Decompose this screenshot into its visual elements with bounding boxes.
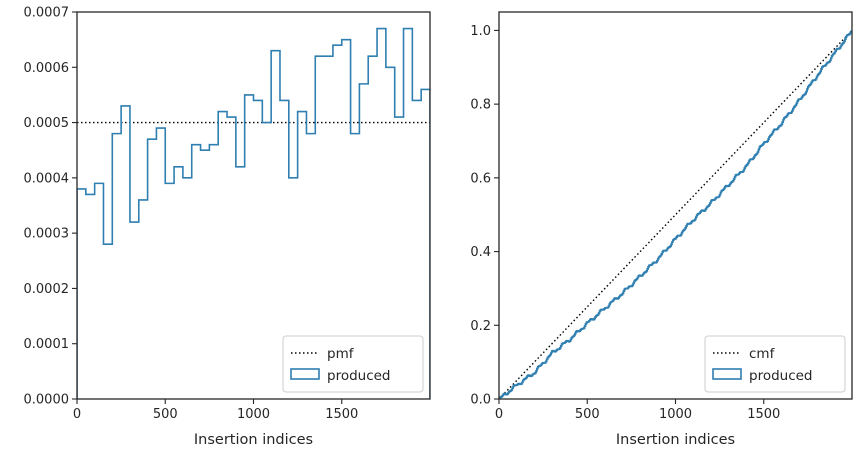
legend: pmf produced	[282, 335, 424, 393]
y-tick-label: 0.0005	[24, 116, 70, 131]
x-tick-label: 1000	[659, 407, 692, 422]
y-tick-label: 0.8	[470, 98, 491, 113]
x-tick-label: 1500	[747, 407, 780, 422]
y-tick-label: 0.0007	[24, 6, 70, 21]
y-tick-label: 0.6	[470, 171, 491, 186]
y-tick-label: 0.4	[470, 245, 491, 260]
y-tick-label: 0.0003	[24, 227, 70, 242]
legend-label-reference: cmf	[749, 346, 776, 362]
y-tick-label: 0.0001	[24, 337, 70, 352]
chart-right: 0 500 1000 1500 0.0 0.2 0.4 0.6 0.8 1.0 Insertion …	[470, 11, 853, 448]
legend-produced-swatch	[712, 368, 742, 380]
x-axis-label: Insertion indices	[194, 432, 313, 448]
x-axis-label: Insertion indices	[616, 432, 735, 448]
produced-histogram	[77, 27, 430, 399]
y-tick-label: 0.0	[470, 393, 491, 408]
x-tick-label: 500	[575, 407, 600, 422]
cmf-reference-line	[499, 29, 852, 399]
x-tick-label: 1000	[237, 407, 270, 422]
legend-box	[704, 335, 846, 393]
legend-label-produced: produced	[749, 368, 813, 384]
x-tick-label: 500	[153, 407, 178, 422]
x-tick-label: 0	[73, 407, 81, 422]
x-tick-label: 1500	[325, 407, 358, 422]
chart-left: 0 500 1000 1500 0.0000 0.0001 0.0002 0.0003 0.00…	[24, 6, 431, 448]
legend: cmf produced	[704, 335, 846, 393]
legend-box	[282, 335, 424, 393]
y-tick-label: 0.0004	[24, 171, 70, 186]
y-tick-label: 0.0000	[24, 393, 70, 408]
produced-cumulative-line	[499, 30, 852, 399]
legend-produced-swatch	[290, 368, 320, 380]
y-tick-label: 0.0006	[24, 61, 70, 76]
y-tick-label: 0.2	[470, 319, 491, 334]
y-tick-label: 1.0	[470, 24, 491, 39]
y-tick-label: 0.0002	[24, 282, 70, 297]
legend-label-produced: produced	[327, 368, 391, 384]
legend-label-reference: pmf	[327, 346, 355, 362]
x-tick-label: 0	[495, 407, 503, 422]
